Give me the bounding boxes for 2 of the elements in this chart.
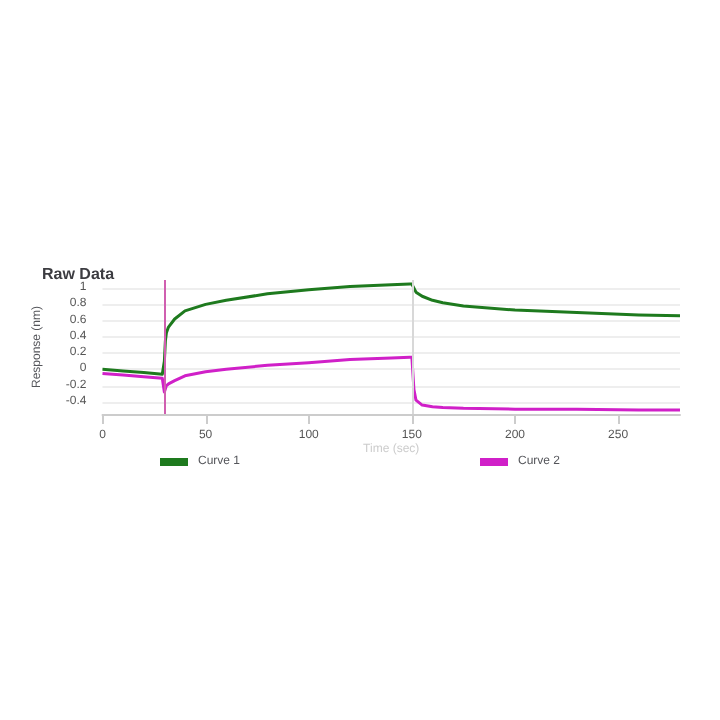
chart-title: Raw Data [42,265,116,283]
line-series [100,282,682,376]
